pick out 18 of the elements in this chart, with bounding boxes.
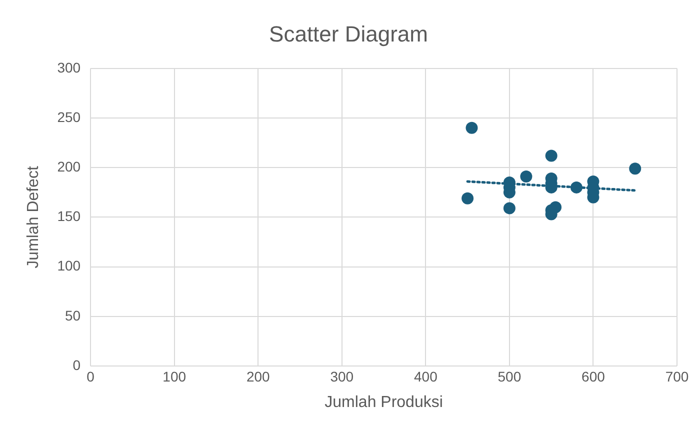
x-tick-label: 400 (414, 368, 438, 384)
x-tick-label: 600 (582, 368, 606, 384)
y-tick-label: 50 (64, 307, 81, 324)
y-tick-label: 100 (57, 258, 81, 274)
x-tick-label: 200 (246, 368, 270, 384)
chart-title: Scatter Diagram (269, 21, 428, 46)
x-axis-title: Jumlah Produksi (324, 394, 443, 411)
y-axis-title: Jumlah Defect (25, 166, 42, 268)
x-tick-label: 0 (86, 368, 95, 384)
y-tick-label: 0 (72, 356, 81, 373)
y-tick-label: 150 (57, 208, 81, 224)
x-tick-label: 500 (498, 368, 522, 384)
y-tick-label: 200 (57, 158, 81, 174)
x-tick-label: 300 (330, 368, 354, 384)
x-tick-label: 100 (162, 368, 186, 384)
y-tick-label: 250 (57, 108, 81, 125)
x-tick-label: 700 (665, 368, 689, 384)
y-tick-label: 300 (57, 59, 81, 76)
